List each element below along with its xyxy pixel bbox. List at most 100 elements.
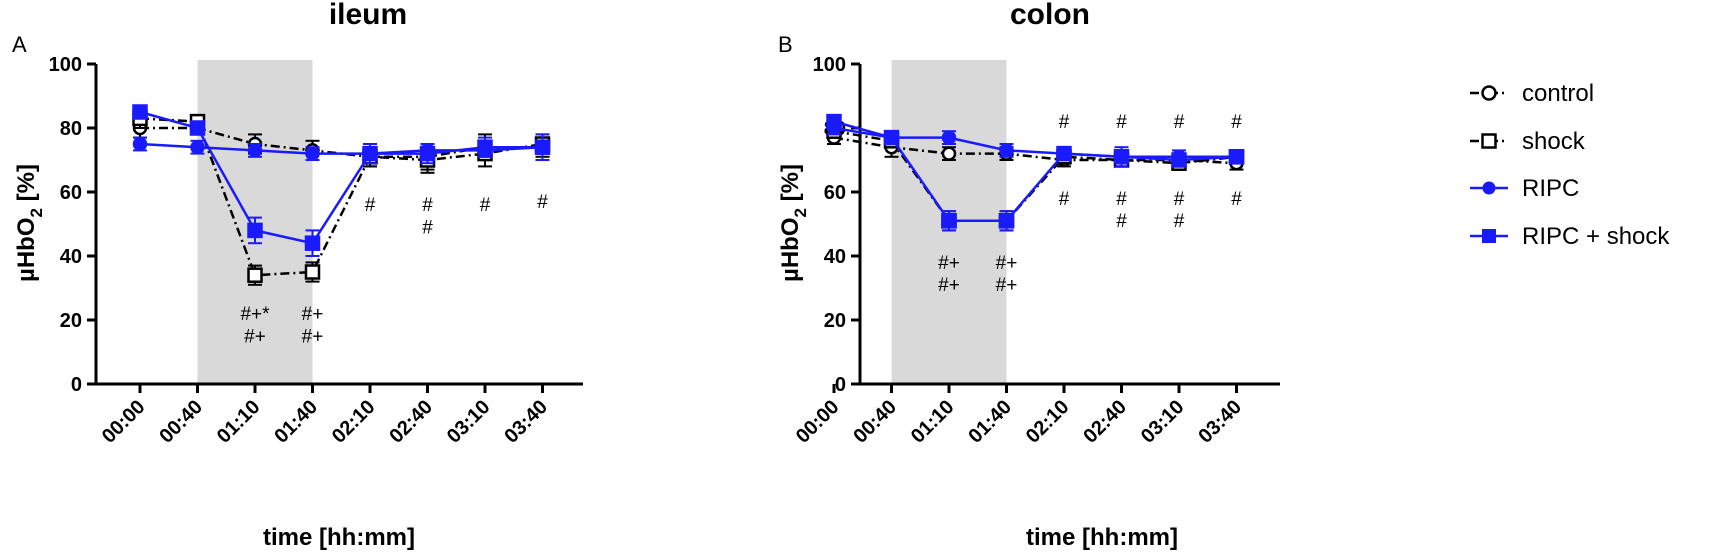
panel-a-annotation-5: # (422, 195, 433, 216)
legend-marker-shock (1481, 133, 1497, 149)
panel-a-ytick-label-20: 20 (60, 310, 82, 332)
panel-a-annotation-0: #+* (240, 304, 270, 325)
panel-b-xtick-label-3: 01:40 (964, 396, 1016, 448)
panel-b-point-ripc-shock-4 (1056, 145, 1072, 162)
panel-b-point-ripc-shock-3 (998, 213, 1015, 229)
panel-b-plot: 02040608010000:0000:4001:1001:4002:1002:… (792, 54, 1280, 448)
panel-b-ylabel: µHbO2 [%] (777, 164, 810, 282)
panel-b-ytick-label-0: 0 (835, 374, 846, 396)
panel-b-annotation-1: # (1116, 112, 1127, 133)
panel-b-point-control-2 (941, 146, 957, 161)
panel-a-point-ripc-shock-2 (247, 222, 263, 239)
panel-a-letter: A (12, 32, 27, 57)
panel-b-point-ripc-shock-5 (1113, 149, 1130, 165)
legend-marker-ripc-shock (1482, 229, 1496, 243)
legend-label-ripc: RIPC (1522, 175, 1579, 202)
panel-a-xtick-label-6: 03:10 (443, 396, 495, 448)
panel-a-xtick-label-3: 01:40 (270, 396, 322, 448)
panel-a-point-ripc-3 (305, 146, 320, 161)
legend-item-control: control (1470, 80, 1594, 107)
panel-b-annotation-5: # (1116, 189, 1127, 210)
panel-a-annotation-4: # (365, 195, 376, 216)
panel-b-point-ripc-shock-7 (1228, 149, 1245, 165)
panel-b-annotation-12: #+ (996, 253, 1018, 274)
panel-a-point-ripc-shock-5 (419, 145, 436, 162)
panel-a-point-shock-2 (247, 267, 263, 283)
panel-b-annotation-9: # (1231, 189, 1242, 210)
panel-a-series-ripc-shock (132, 104, 551, 257)
panel-b-xtick-label-2: 01:10 (907, 396, 959, 448)
panel-b-annotation-0: # (1059, 112, 1070, 133)
panel-a-ylabel-main: µHbO (13, 217, 40, 282)
panel-b-xlabel: time [hh:mm] (1026, 524, 1178, 551)
panel-a-xtick-label-1: 00:40 (155, 396, 207, 448)
legend: control shock RIPC RIPC + shock (1470, 80, 1670, 250)
panel-a-point-ripc-shock-6 (477, 139, 493, 155)
panel-b-xtick-label-1: 00:40 (849, 396, 901, 448)
panel-b-ytick-label-60: 60 (824, 182, 846, 204)
panel-b-annotation-7: # (1174, 189, 1185, 210)
panel-a-annotation-6: # (422, 218, 433, 239)
panel-b-ytick-label-20: 20 (824, 310, 846, 332)
legend-item-shock: shock (1470, 128, 1586, 155)
legend-item-ripc-shock: RIPC + shock (1470, 223, 1670, 250)
panel-a-point-ripc-2 (247, 143, 263, 158)
panel-a-annotation-3: #+ (302, 326, 324, 347)
panel-b-ylabel-main: µHbO (777, 217, 804, 282)
panel-a-ylabel: µHbO2 [%] (13, 164, 46, 282)
panel-b-letter: B (778, 32, 793, 57)
panel-b-line-ripc-shock (833, 120, 1237, 223)
legend-label-control: control (1522, 80, 1594, 107)
panel-b-annotation-8: # (1174, 211, 1185, 232)
panel-a-line-ripc (139, 142, 543, 155)
panel-a-point-ripc-shock-1 (189, 120, 206, 136)
panel-a-point-ripc-shock-3 (304, 235, 321, 251)
panel-a-xtick-label-0: 00:00 (98, 396, 150, 448)
panel-b-annotation-4: # (1059, 189, 1070, 210)
panel-a-xtick-label-5: 02:40 (385, 396, 437, 448)
panel-b-ylabel-sub: 2 (791, 208, 810, 217)
panel-b-ytick-label-40: 40 (824, 246, 846, 268)
panel-b-ylabel-unit: [%] (777, 164, 804, 208)
panel-b-point-ripc-shock-2 (941, 213, 957, 229)
panel-b-annotation-13: #+ (996, 275, 1018, 296)
panel-a-annotation-2: #+ (302, 304, 324, 325)
panel-a-xtick-label-2: 01:10 (213, 396, 265, 448)
panel-a-point-shock-3 (304, 264, 321, 280)
panel-a-ylabel-sub: 2 (27, 208, 46, 217)
panel-b-xtick-label-4: 02:10 (1022, 396, 1074, 448)
panel-b-xtick-label-7: 03:40 (1194, 396, 1246, 448)
panel-b-line-shock (833, 129, 1237, 223)
panel-a-xlabel: time [hh:mm] (263, 524, 415, 551)
panel-b-point-ripc-shock-0 (826, 113, 842, 130)
panel-a-point-ripc-shock-7 (534, 139, 551, 155)
panel-a-point-ripc-0 (132, 136, 148, 152)
panel-b-xtick-label-6: 03:10 (1137, 396, 1189, 448)
panel-b-annotation-11: #+ (938, 275, 960, 296)
panel-b-xtick-label-5: 02:40 (1079, 396, 1131, 448)
panel-b-series-ripc-shock (826, 113, 1245, 232)
panel-b-annotation-6: # (1116, 211, 1127, 232)
panel-a-point-ripc-shock-0 (132, 104, 148, 120)
panel-a-ylabel-unit: [%] (13, 164, 40, 208)
panel-a-title: ileum (329, 0, 407, 31)
panel-a-annotation-1: #+ (244, 326, 266, 347)
panel-b-point-ripc-3 (999, 143, 1014, 158)
panel-a-xtick-label-4: 02:10 (328, 396, 380, 448)
panel-a-line-ripc-shock (139, 110, 543, 245)
panel-a-annotation-7: # (480, 195, 491, 216)
legend-item-ripc: RIPC (1470, 175, 1579, 202)
legend-marker-control (1481, 85, 1497, 101)
panel-b-point-ripc-shock-6 (1171, 152, 1187, 168)
panel-b-annotation-10: #+ (938, 253, 960, 274)
panel-a-xtick-label-7: 03:40 (500, 396, 552, 448)
panel-a-ytick-label-100: 100 (49, 54, 82, 76)
panel-b-point-ripc-shock-1 (883, 129, 900, 146)
panel-a-ytick-label-80: 80 (60, 118, 82, 140)
legend-label-shock: shock (1522, 128, 1586, 155)
panel-b-title: colon (1010, 0, 1090, 31)
panel-b-annotation-3: # (1231, 112, 1242, 133)
panel-b-line-ripc (833, 126, 1237, 159)
panel-a-point-ripc-1 (190, 139, 205, 155)
